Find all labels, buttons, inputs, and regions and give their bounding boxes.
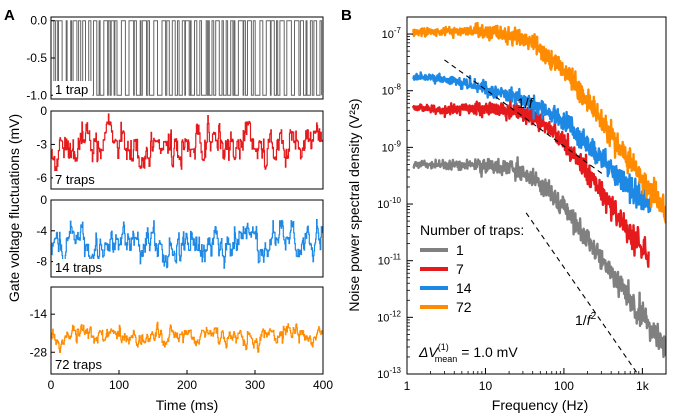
panel-b-curves (412, 21, 666, 374)
panel-b-x-tick-label: 100 (554, 379, 574, 393)
panel-a-trace-label: 7 traps (55, 172, 95, 187)
panel-b-legend: Number of traps: 1 7 14 72 (420, 222, 524, 315)
panel-a-subplots: 0.0 -0.5 -1.0 1 trap 0 -3 -6 7 traps 0 -4 -8 14 tra… (26, 14, 333, 392)
panel-a-y-tick-label: 0 (40, 104, 47, 118)
y-tick-exponent: -13 (389, 366, 401, 375)
panel-a-y-tick-label: -0.5 (26, 51, 47, 65)
panel-a-y-tick-label: -14 (30, 307, 48, 321)
panel-a-trace-label: 72 traps (55, 357, 102, 372)
panel-b: B Noise power spectral density (V²s) Fre… (341, 7, 667, 413)
panel-a-y-tick-label: 0.0 (30, 14, 47, 28)
panel-a-trace-label-bg (53, 171, 99, 187)
panel-a-trace-label: 14 traps (55, 260, 102, 275)
legend-entry-label: 14 (456, 280, 472, 296)
panel-a-trace (51, 321, 323, 353)
panel-b-y-tick-label: 10-11 (378, 253, 402, 268)
panel-b-frame (406, 16, 667, 375)
panel-a-y-tick-label: -8 (36, 255, 47, 269)
guide-label-var: f (587, 312, 593, 328)
panel-a-x-axis-label: Time (ms) (156, 397, 218, 413)
panel-b-x-axis-label: Frequency (Hz) (492, 397, 588, 413)
panel-a-y-tick-label: -28 (30, 345, 48, 359)
y-tick-base: 10 (382, 29, 394, 41)
panel-b-y-tick-label: 10-7 (382, 26, 402, 41)
legend-entry-label: 7 (456, 261, 464, 277)
panel-a: A Gate voltage fluctuations (mV) Time (m… (4, 7, 333, 413)
y-tick-exponent: -9 (394, 139, 402, 148)
y-tick-exponent: -7 (394, 26, 402, 35)
panel-b-plot: 1/f1/f21 10 100 1k10-1310-1210-1110-1010-91… (377, 16, 667, 393)
y-tick-base: 10 (377, 199, 389, 211)
panel-a-y-tick-label: -6 (36, 171, 47, 185)
panel-a-x-tick-label: 300 (245, 378, 265, 392)
panel-b-x-tick-label: 10 (479, 379, 493, 393)
panel-a-y-tick-label: -3 (36, 137, 47, 151)
panel-a-y-tick-label: -4 (36, 224, 47, 238)
panel-b-series-line (412, 71, 653, 214)
panel-b-series-line (412, 21, 666, 224)
y-tick-base: 10 (377, 369, 389, 381)
panel-b-y-tick-label: 10-9 (382, 139, 402, 154)
panel-a-subplot: 0 -3 -6 7 traps (36, 104, 324, 190)
panel-a-y-axis-label: Gate voltage fluctuations (mV) (6, 114, 22, 302)
legend-entry-label: 1 (456, 242, 464, 258)
panel-b-x-tick-label: 1 (404, 379, 411, 393)
guide-label-main: 1/ (575, 312, 587, 328)
panel-a-subplot: 0.0 -0.5 -1.0 1 trap (26, 14, 324, 102)
panel-b-series-line (412, 99, 650, 268)
panel-b-guide-line (444, 59, 605, 176)
panel-b-y-tick-label: 10-10 (377, 196, 401, 211)
panel-a-trace (51, 219, 323, 269)
panel-a-trace-label-bg (53, 81, 93, 97)
y-tick-exponent: -8 (394, 83, 402, 92)
panel-a-trace-label: 1 trap (55, 82, 88, 97)
panel-a-trace (52, 20, 323, 96)
panel-a-y-tick-label: -1.0 (26, 88, 47, 102)
panel-b-series-line (412, 156, 666, 359)
legend-title: Number of traps: (420, 222, 524, 238)
annotation-symbol: ΔV (418, 344, 439, 360)
panel-a-x-tick-label: 100 (109, 378, 129, 392)
panel-a-x-tick-label: 0 (48, 378, 55, 392)
panel-b-guide-line (525, 212, 639, 374)
guide-label-main: 1/ (517, 95, 529, 111)
panel-a-y-tick-label: 0 (40, 193, 47, 207)
panel-b-y-tick-label: 10-12 (377, 309, 401, 324)
panel-b-guide-label-1f: 1/f (517, 95, 535, 111)
panel-b-guide-label-1f2: 1/f2 (575, 311, 597, 328)
panel-a-x-tick-label: 400 (313, 378, 333, 392)
panel-a-x-tick-label: 200 (177, 378, 197, 392)
panel-b-y-axis-label-text: Noise power spectral density (V²s) (346, 98, 362, 311)
guide-label-exp: 2 (591, 311, 597, 322)
panel-a-subplot: 0 -4 -8 14 traps (36, 193, 324, 278)
annotation-superscript: (1) (438, 342, 449, 352)
y-tick-base: 10 (382, 142, 394, 154)
y-tick-exponent: -10 (389, 196, 401, 205)
panel-b-label: B (341, 7, 352, 24)
annotation-value: = 1.0 mV (461, 344, 518, 360)
panel-a-subplot-frame (50, 199, 324, 278)
y-tick-exponent: -12 (389, 309, 401, 318)
panel-a-subplot-frame (50, 110, 324, 190)
y-tick-base: 10 (382, 86, 394, 98)
panel-b-annotation: ΔV(1) mean = 1.0 mV (418, 342, 518, 364)
panel-a-label: A (4, 7, 15, 24)
legend-entry-label: 72 (456, 299, 472, 315)
panel-a-trace-label-bg (53, 356, 106, 372)
panel-b-y-axis-label: Noise power spectral density (V²s) (346, 98, 362, 311)
y-tick-base: 10 (378, 256, 390, 268)
annotation-subscript: mean (435, 354, 458, 364)
panel-b-x-tick-label: 1k (636, 379, 650, 393)
panel-a-trace-label-bg (53, 259, 106, 275)
guide-label-var: f (529, 95, 535, 111)
y-tick-base: 10 (377, 312, 389, 324)
panel-b-y-tick-label: 10-13 (377, 366, 401, 381)
panel-a-trace (51, 113, 323, 178)
y-tick-exponent: -11 (390, 253, 402, 262)
panel-b-y-tick-label: 10-8 (382, 83, 402, 98)
